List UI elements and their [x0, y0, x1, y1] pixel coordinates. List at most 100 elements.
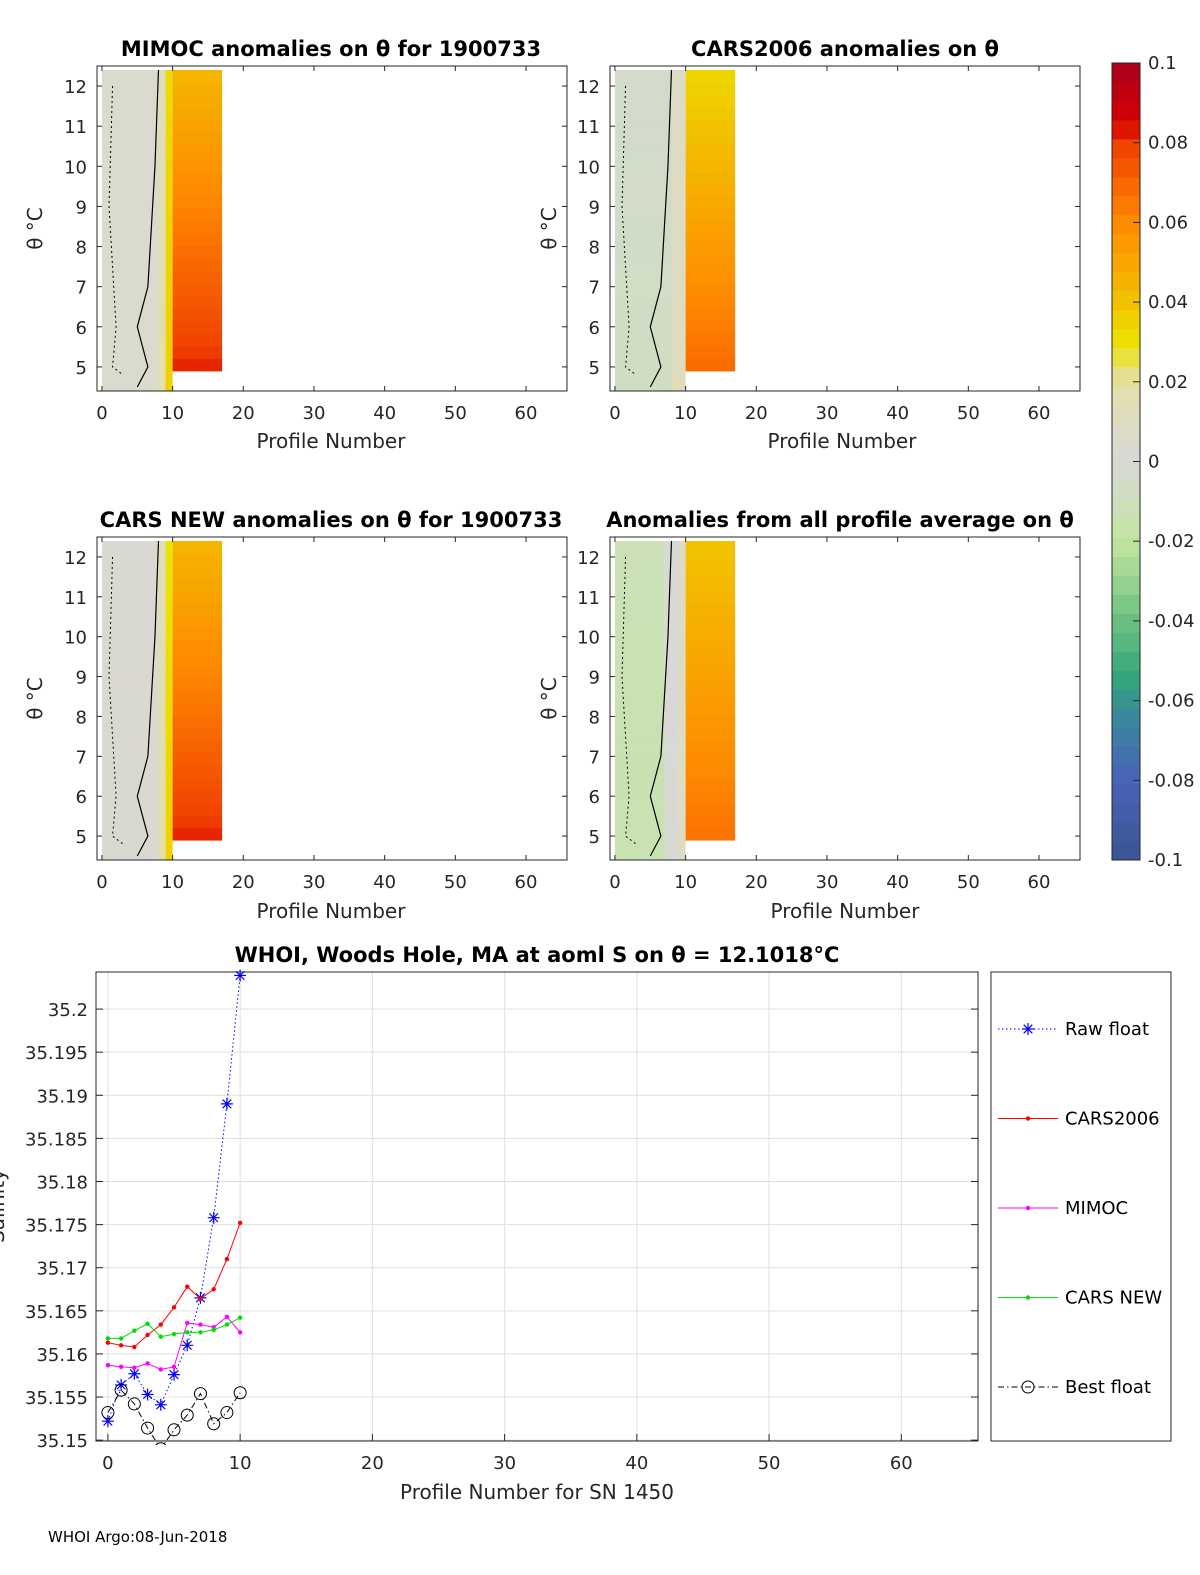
- heatmap-cell: [614, 634, 665, 648]
- heatmap-cell: [678, 647, 686, 662]
- heatmap-cell: [614, 687, 665, 701]
- heatmap-cell: [101, 284, 159, 298]
- heatmap-cell: [172, 295, 223, 309]
- x-tick-label: 50: [444, 872, 467, 893]
- heatmap-cell: [172, 578, 223, 592]
- colorbar-cell: [1112, 708, 1140, 728]
- heatmap-cell: [101, 687, 159, 701]
- heatmap-cell: [172, 283, 223, 297]
- colorbar: 0.1 0.08 0.06 0.04 0.02 0 -0.02 -0.04 -0.06 -0.08…: [1111, 53, 1195, 871]
- heatmap-cell: [671, 136, 686, 151]
- heatmap-cell: [172, 345, 223, 359]
- heatmap-cell: [671, 257, 686, 272]
- heatmap-cell: [671, 217, 686, 232]
- heatmap-cell: [685, 220, 736, 234]
- data-point: [185, 1330, 190, 1335]
- heatmap-cell: [685, 308, 736, 322]
- y-tick-label: 35.175: [25, 1216, 88, 1237]
- x-axis-label: Profile Number: [257, 429, 407, 453]
- data-point: [105, 1340, 111, 1345]
- y-tick-label: 9: [76, 197, 87, 218]
- x-tick-label: 60: [1028, 403, 1051, 424]
- colorbar-tick-label: 0.08: [1148, 133, 1188, 154]
- y-tick-label: 7: [589, 747, 600, 768]
- heatmap-cell: [685, 665, 736, 679]
- heatmap-cell: [165, 687, 173, 701]
- heatmap-cell: [165, 177, 173, 191]
- heatmap-cell: [685, 70, 736, 84]
- heatmap-cell: [685, 790, 736, 804]
- data-point: [128, 1367, 141, 1380]
- colorbar-cell: [1112, 423, 1140, 444]
- colorbar-cell: [1112, 727, 1140, 747]
- heatmap-cell: [165, 554, 173, 569]
- heatmap-cell: [614, 594, 665, 608]
- data-point: [158, 1334, 163, 1339]
- heatmap-cell: [101, 123, 159, 138]
- data-point: [145, 1321, 150, 1326]
- heatmap-cell: [685, 565, 736, 579]
- x-tick-label: 40: [886, 403, 909, 424]
- legend-label: CARS2006: [1065, 1109, 1160, 1130]
- heatmap-cell: [685, 82, 736, 96]
- heatmap-cell: [158, 740, 166, 755]
- series-cars2006: [105, 1220, 243, 1350]
- data-point: [185, 1320, 190, 1326]
- data-point: [105, 1362, 111, 1368]
- data-point: [145, 1361, 150, 1366]
- heatmap-cell: [165, 230, 173, 245]
- contour-line-solid: [649, 69, 673, 388]
- data-point: [220, 1097, 233, 1110]
- data-point: [171, 1305, 177, 1310]
- heatmap-cell: [685, 120, 736, 134]
- heatmap-cell: [158, 806, 166, 821]
- heatmap-cell: [165, 324, 173, 339]
- data-point: [1022, 1023, 1034, 1035]
- heatmap-cell: [158, 310, 166, 325]
- x-tick-label: 50: [758, 1453, 781, 1474]
- axes-box: [96, 65, 568, 392]
- heatmap-cell: [671, 350, 686, 365]
- heatmap-cell: [158, 70, 166, 84]
- heatmap-cell: [172, 752, 223, 766]
- heatmap-cell: [685, 283, 736, 297]
- heatmap-cell: [685, 345, 736, 359]
- heatmap-cell: [165, 833, 173, 848]
- heatmap-cell: [685, 170, 736, 184]
- heatmap-cell: [101, 364, 159, 379]
- y-tick-label: 8: [76, 238, 87, 259]
- x-tick-label: 20: [745, 872, 768, 893]
- x-tick-label: 10: [674, 872, 697, 893]
- heatmap-cell: [101, 70, 159, 84]
- heatmap-cell: [664, 780, 679, 795]
- heatmap-cell: [165, 727, 173, 741]
- heatmap-cell: [158, 83, 166, 98]
- data-point: [141, 1388, 154, 1401]
- heatmap-cell: [678, 580, 686, 595]
- data-point: [1021, 1380, 1035, 1394]
- x-axis-label: Profile Number for SN 1450: [400, 1480, 674, 1504]
- heatmap-cell: [678, 740, 686, 755]
- heatmap-cell: [685, 702, 736, 716]
- salinity-line-chart: 0 10 20 30 40 50 60 35.15 35.155 35.16 35.165 35.17…: [0, 943, 1172, 1504]
- heatmap-panel-3: 0 10 20 30 40 50 60 5 6 7 8 9 10 11 12 CARS NEW anomali…: [23, 508, 568, 923]
- x-tick-label: 20: [232, 403, 255, 424]
- y-tick-label: 35.17: [36, 1259, 88, 1280]
- heatmap-cell: [172, 358, 223, 372]
- heatmap-cell: [165, 163, 173, 178]
- heatmap-cell: [614, 727, 665, 741]
- data-point: [171, 1331, 177, 1337]
- heatmap-cell: [685, 95, 736, 109]
- heatmap-cell: [614, 150, 672, 165]
- legend-item: Best float: [998, 1377, 1151, 1398]
- axes-box: [609, 536, 1081, 861]
- heatmap-cell: [671, 203, 686, 218]
- heatmap-cell: [671, 270, 686, 285]
- heatmap-cell: [172, 640, 223, 654]
- heatmap-cell: [671, 96, 686, 111]
- heatmap-cell: [671, 150, 686, 165]
- data-point: [171, 1364, 177, 1370]
- heatmap-cell: [172, 207, 223, 221]
- colorbar-cell: [1112, 442, 1140, 462]
- data-point: [101, 1415, 114, 1428]
